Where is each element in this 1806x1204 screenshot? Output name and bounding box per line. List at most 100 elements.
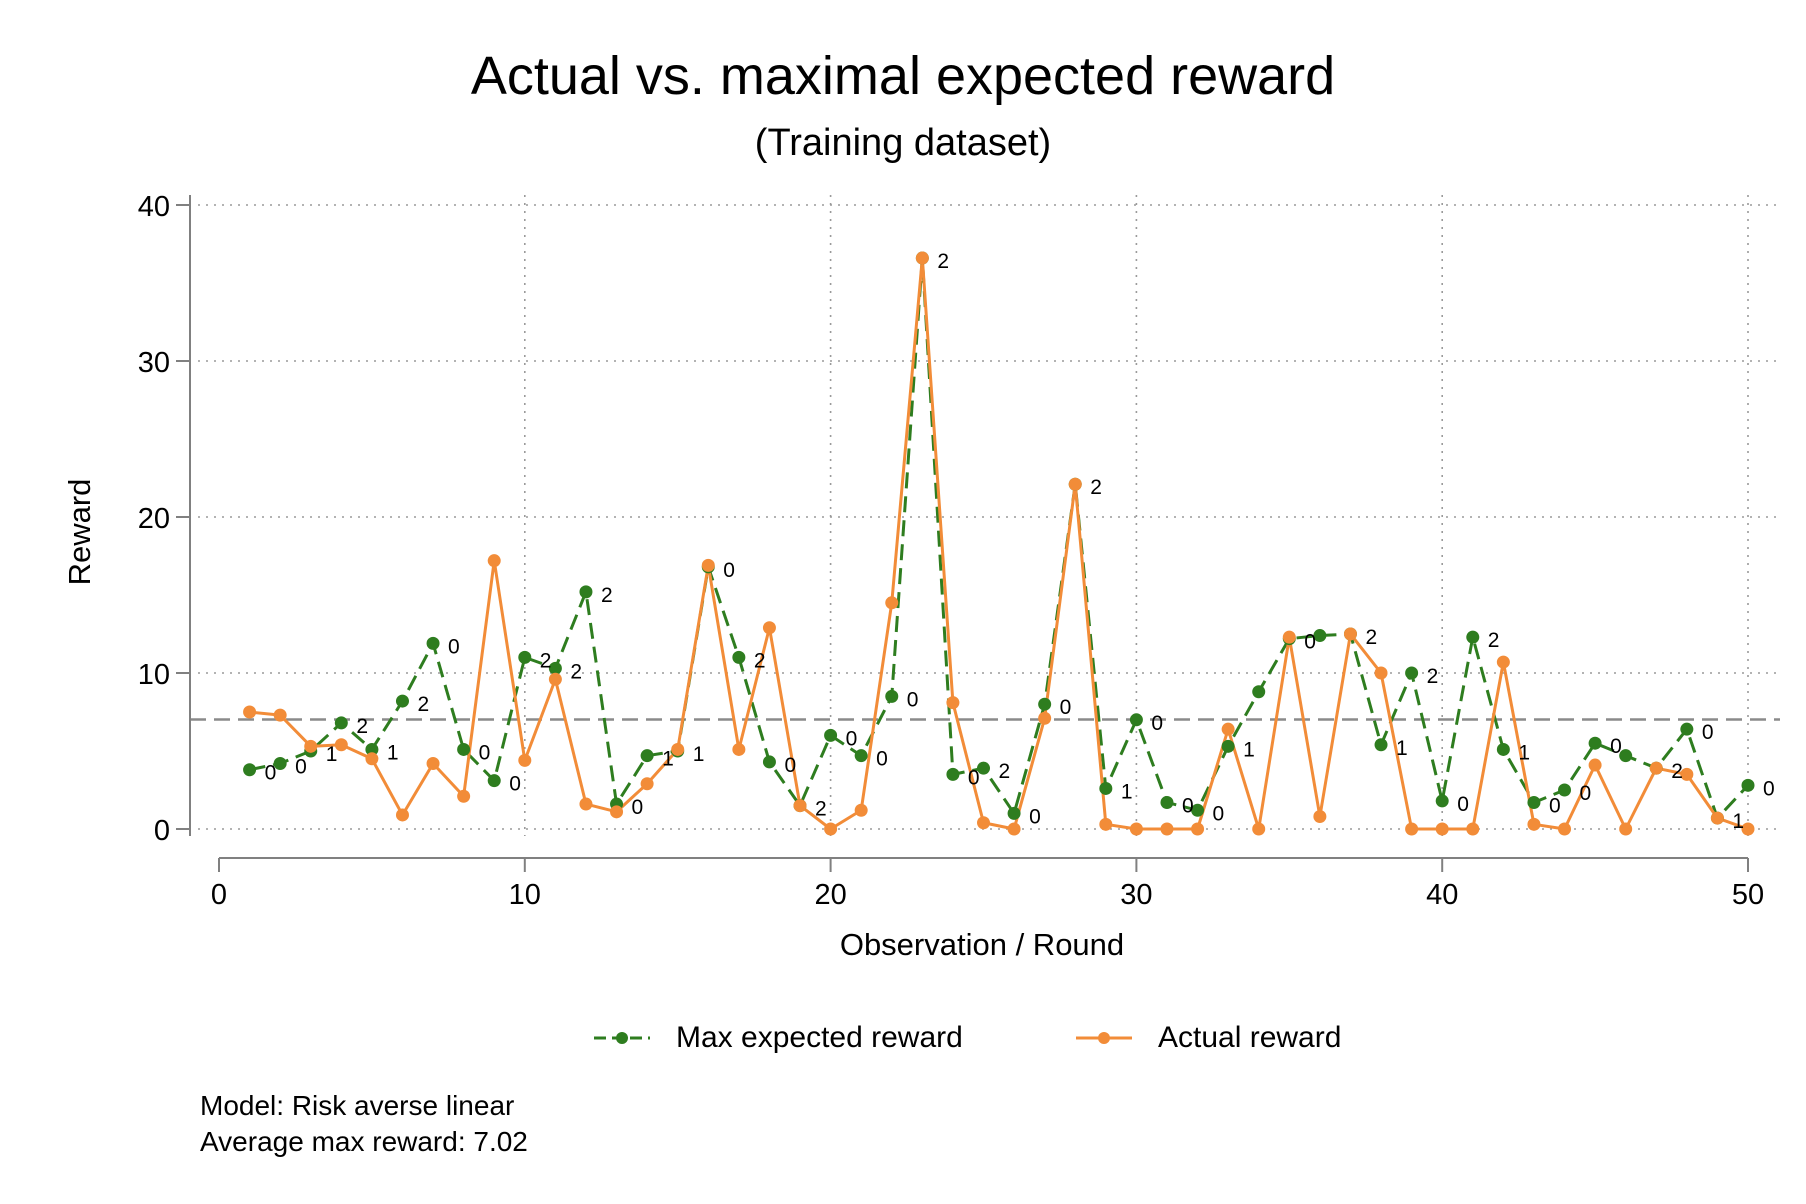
point-label-31: 0: [1182, 794, 1194, 817]
point-label-6: 2: [417, 693, 429, 716]
point-max-26: [1007, 806, 1021, 820]
point-max-1: [243, 763, 257, 777]
point-actual-36: [1313, 810, 1327, 824]
point-label-38: 1: [1396, 737, 1408, 760]
point-actual-21: [854, 803, 868, 817]
chart-subtitle: (Training dataset): [754, 122, 1052, 164]
point-actual-37: [1343, 627, 1357, 641]
point-label-33: 1: [1243, 738, 1255, 761]
point-label-17: 2: [754, 649, 766, 672]
point-actual-48: [1680, 767, 1694, 781]
point-max-36: [1313, 629, 1327, 643]
point-max-40: [1435, 794, 1449, 808]
x-tick-label-50: 50: [1732, 879, 1764, 911]
y-tick-label-20: 20: [138, 503, 170, 535]
point-label-23: 2: [937, 250, 949, 273]
point-actual-30: [1129, 822, 1143, 836]
legend-item-actual: Actual reward: [1074, 1018, 1394, 1058]
point-actual-47: [1649, 761, 1663, 775]
point-label-21: 0: [876, 748, 888, 771]
point-actual-26: [1007, 822, 1021, 836]
point-max-7: [426, 636, 440, 650]
point-actual-19: [793, 799, 807, 813]
point-actual-32: [1191, 822, 1205, 836]
legend-swatch-actual: [1076, 1032, 1132, 1044]
point-actual-41: [1466, 822, 1480, 836]
point-max-46: [1619, 749, 1633, 763]
point-label-44: 0: [1580, 782, 1592, 805]
point-actual-6: [395, 808, 409, 822]
point-max-9: [487, 774, 501, 788]
point-max-4: [334, 716, 348, 730]
point-max-2: [273, 756, 287, 770]
point-max-39: [1405, 666, 1419, 680]
point-actual-3: [304, 739, 318, 753]
point-label-22: 0: [907, 688, 919, 711]
point-label-32: 0: [1213, 802, 1225, 825]
point-max-22: [885, 689, 899, 703]
point-label-11: 2: [570, 660, 582, 683]
point-max-30: [1129, 713, 1143, 727]
point-label-12: 2: [601, 584, 613, 607]
chart-title: Actual vs. maximal expected reward: [470, 46, 1336, 106]
point-actual-46: [1619, 822, 1633, 836]
point-actual-45: [1588, 758, 1602, 772]
x-axis-label: Observation / Round: [840, 927, 1124, 962]
point-label-50: 0: [1763, 777, 1775, 800]
point-actual-50: [1741, 822, 1755, 836]
point-actual-17: [732, 742, 746, 756]
point-max-50: [1741, 778, 1755, 792]
point-label-20: 0: [846, 727, 858, 750]
point-max-24: [946, 767, 960, 781]
point-label-27: 0: [1060, 696, 1072, 719]
point-max-12: [579, 585, 593, 599]
point-max-41: [1466, 630, 1480, 644]
series-line-actual: [249, 256, 1749, 831]
grid-lines: [198, 195, 1780, 836]
point-label-47: 2: [1671, 760, 1683, 783]
legend: Max expected reward Actual reward: [0, 1018, 1806, 1058]
point-actual-10: [518, 753, 532, 767]
x-tick-label-30: 30: [1120, 879, 1152, 911]
point-actual-27: [1038, 711, 1052, 725]
x-tick-label-0: 0: [211, 879, 227, 911]
point-max-33: [1221, 739, 1235, 753]
point-max-6: [395, 694, 409, 708]
point-label-16: 0: [723, 559, 735, 582]
y-tick-label-10: 10: [138, 659, 170, 691]
point-max-18: [762, 755, 776, 769]
point-label-40: 0: [1457, 793, 1469, 816]
point-actual-31: [1160, 822, 1174, 836]
point-label-49: 1: [1732, 810, 1744, 833]
point-label-37: 2: [1365, 626, 1377, 649]
point-label-9: 0: [509, 773, 521, 796]
series-layer: [243, 251, 1755, 836]
point-actual-42: [1496, 655, 1510, 669]
x-tick-label-40: 40: [1426, 879, 1458, 911]
point-actual-24: [946, 696, 960, 710]
point-max-14: [640, 749, 654, 763]
point-actual-2: [273, 708, 287, 722]
point-max-11: [548, 661, 562, 675]
point-max-25: [977, 761, 990, 775]
point-max-17: [732, 650, 746, 664]
point-actual-18: [762, 621, 776, 635]
y-tick-label-0: 0: [154, 815, 170, 847]
point-label-2: 0: [295, 755, 307, 778]
point-max-38: [1374, 738, 1388, 752]
point-actual-44: [1558, 822, 1572, 836]
point-actual-12: [579, 797, 593, 811]
series-line-max: [249, 256, 1750, 820]
point-actual-49: [1710, 811, 1724, 825]
point-max-45: [1588, 736, 1602, 750]
point-label-28: 2: [1090, 476, 1102, 499]
point-actual-14: [640, 777, 654, 791]
point-label-26: 0: [1029, 805, 1041, 828]
point-label-30: 0: [1151, 712, 1163, 735]
point-actual-9: [487, 554, 501, 568]
point-label-3: 1: [326, 743, 338, 766]
point-actual-22: [885, 596, 899, 610]
